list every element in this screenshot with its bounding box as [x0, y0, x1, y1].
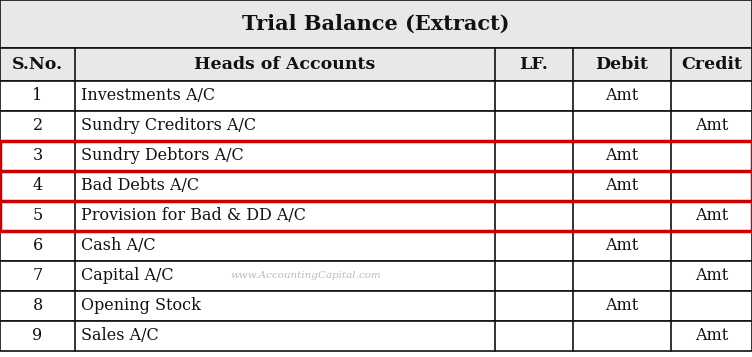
Text: Amt: Amt	[605, 237, 638, 255]
Text: Amt: Amt	[605, 87, 638, 105]
Text: Amt: Amt	[695, 117, 728, 135]
Text: Amt: Amt	[695, 267, 728, 285]
Text: Opening Stock: Opening Stock	[81, 297, 201, 315]
Text: Capital A/C: Capital A/C	[81, 267, 174, 285]
Bar	[0, 231, 752, 261]
Text: 2: 2	[32, 117, 43, 135]
Text: 1: 1	[32, 87, 43, 105]
Text: Amt: Amt	[605, 297, 638, 315]
Text: Amt: Amt	[695, 327, 728, 345]
Bar	[0, 171, 752, 201]
Text: 9: 9	[32, 327, 43, 345]
Text: www.AccountingCapital.com: www.AccountingCapital.com	[231, 272, 381, 281]
Text: Heads of Accounts: Heads of Accounts	[194, 56, 376, 73]
Text: Credit: Credit	[681, 56, 742, 73]
Text: Sundry Debtors A/C: Sundry Debtors A/C	[81, 147, 244, 165]
Text: 3: 3	[32, 147, 43, 165]
Text: LF.: LF.	[520, 56, 548, 73]
Text: 7: 7	[32, 267, 43, 285]
Text: Bad Debts A/C: Bad Debts A/C	[81, 177, 199, 195]
Text: Sundry Creditors A/C: Sundry Creditors A/C	[81, 117, 256, 135]
Text: 8: 8	[32, 297, 43, 315]
Text: Cash A/C: Cash A/C	[81, 237, 156, 255]
Text: 5: 5	[32, 207, 43, 225]
Bar	[0, 141, 752, 231]
Bar	[0, 201, 752, 231]
Text: Amt: Amt	[605, 147, 638, 165]
Bar	[0, 321, 752, 351]
Text: 6: 6	[32, 237, 43, 255]
Bar	[0, 0, 752, 48]
Bar	[0, 48, 752, 81]
Bar	[0, 81, 752, 111]
Bar	[0, 261, 752, 291]
Text: Amt: Amt	[605, 177, 638, 195]
Text: Provision for Bad & DD A/C: Provision for Bad & DD A/C	[81, 207, 306, 225]
Text: Debit: Debit	[596, 56, 648, 73]
Text: Trial Balance (Extract): Trial Balance (Extract)	[242, 14, 510, 34]
Bar	[0, 111, 752, 141]
Text: S.No.: S.No.	[12, 56, 63, 73]
Bar	[0, 141, 752, 171]
Text: Sales A/C: Sales A/C	[81, 327, 159, 345]
Text: Amt: Amt	[695, 207, 728, 225]
Bar	[0, 291, 752, 321]
Text: Investments A/C: Investments A/C	[81, 87, 215, 105]
Text: 4: 4	[32, 177, 43, 195]
